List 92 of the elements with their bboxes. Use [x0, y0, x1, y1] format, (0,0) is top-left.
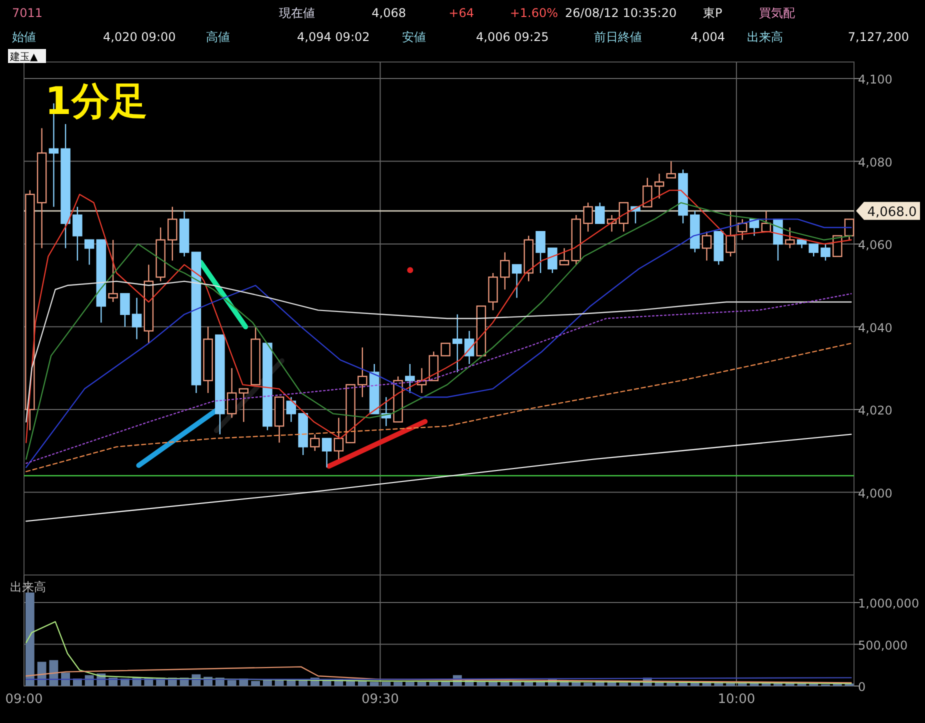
text: 高値: [206, 30, 230, 44]
line-series: [26, 293, 852, 464]
bar: [346, 680, 355, 686]
bar: [619, 682, 628, 686]
y-tick-label: 4,060: [858, 238, 892, 252]
text: 4,068: [372, 6, 406, 20]
text: 4,020 09:00: [103, 30, 176, 44]
text: 4,004: [690, 30, 725, 44]
bar: [251, 680, 260, 686]
bar: [785, 683, 794, 686]
text: 安値: [402, 30, 426, 44]
candlestick: [726, 210, 736, 258]
text: 4,006 09:25: [476, 30, 549, 44]
candlestick: [84, 239, 94, 266]
candlestick: [844, 218, 854, 240]
line-series: [26, 621, 852, 684]
y-tick-label: 4,040: [858, 320, 892, 335]
candlestick: [642, 177, 652, 208]
y-tick-label: 4,000: [858, 486, 892, 500]
candlestick: [72, 206, 82, 262]
text: +64: [448, 6, 474, 20]
text: 東P: [703, 6, 722, 20]
text: +1.60%: [510, 6, 558, 20]
bar: [524, 682, 534, 686]
candlestick: [618, 202, 629, 232]
bar: [286, 680, 296, 686]
bar: [584, 682, 593, 686]
candlestick: [120, 293, 130, 328]
candlestick: [440, 342, 450, 356]
candlestick: [310, 434, 320, 452]
y-tick-label: 0: [858, 680, 866, 694]
candlestick: [322, 438, 332, 468]
bar: [358, 680, 367, 686]
candlestick: [808, 243, 818, 258]
candlestick: [168, 206, 178, 262]
text: 26/08/12 10:35:20: [565, 6, 677, 20]
bar: [429, 682, 438, 686]
candlestick: [238, 388, 249, 423]
y-tick-label: 4,080: [858, 155, 892, 170]
candlestick: [594, 202, 605, 224]
candlestick: [132, 297, 142, 340]
candlestick: [405, 363, 415, 394]
text: 始値: [12, 30, 36, 44]
text: 前日終値: [594, 30, 642, 44]
line-series: [26, 434, 852, 522]
candlestick: [559, 248, 570, 266]
bar: [25, 592, 34, 686]
bar: [512, 682, 522, 686]
text: 現在値: [279, 6, 315, 20]
candlestick: [654, 173, 664, 200]
candlestick: [226, 368, 237, 418]
text: 出来高: [10, 580, 46, 594]
candlestick: [548, 248, 558, 274]
candlestick: [286, 396, 296, 423]
text: 出来高: [747, 30, 783, 44]
bar: [370, 682, 379, 686]
y-tick-label: 4,100: [858, 72, 892, 87]
x-tick-label: 09:00: [5, 692, 43, 707]
line-series: [26, 280, 852, 422]
candlestick: [452, 314, 462, 373]
candlestick: [820, 243, 830, 262]
candlestick: [464, 330, 474, 365]
line-series: [26, 666, 852, 684]
bar: [382, 682, 391, 686]
y-tick-label: 500,000: [858, 638, 908, 652]
annotation: 建玉▲: [9, 51, 38, 63]
line-series: [26, 342, 852, 472]
candlestick: [334, 417, 344, 460]
text: 買気配: [759, 6, 795, 20]
candlestick: [583, 202, 593, 232]
x-tick-label: 10:00: [718, 692, 756, 707]
candlestick: [666, 160, 676, 178]
candlestick: [784, 226, 795, 249]
candlestick: [536, 231, 546, 274]
y-tick-label: 4,020: [858, 404, 892, 418]
y-tick-label: 1,000,000: [858, 596, 920, 611]
text: 7011: [12, 6, 43, 20]
candlestick: [500, 252, 510, 290]
candlestick: [702, 231, 712, 262]
bar: [394, 682, 402, 686]
bar: [417, 682, 426, 686]
bar: [405, 682, 414, 686]
bar: [227, 680, 236, 686]
bar: [774, 683, 782, 686]
x-tick-label: 09:30: [361, 692, 399, 707]
candlestick: [512, 264, 522, 298]
ref-line-label: 4,068.0: [867, 204, 917, 220]
candlestick: [358, 346, 368, 398]
text: 7,127,200: [848, 30, 909, 44]
text: 1分足: [45, 79, 148, 123]
text: 4,094 09:02: [297, 30, 370, 44]
candlestick: [108, 239, 118, 303]
